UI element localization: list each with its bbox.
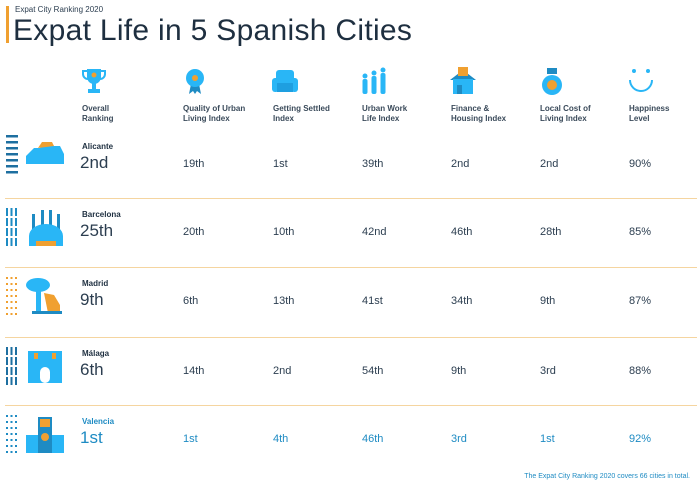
decorative-pattern <box>6 277 20 317</box>
column-header-line: Living Index <box>540 114 587 123</box>
column-header-line: Urban Work <box>362 104 408 113</box>
decorative-pattern <box>6 347 20 387</box>
index-value: 2nd <box>540 158 559 170</box>
index-value: 41st <box>362 295 383 307</box>
rosette-icon <box>180 66 210 96</box>
house-money-icon <box>448 66 478 96</box>
bear-strawberry-tree-icon <box>24 275 66 317</box>
index-value: 85% <box>629 226 652 238</box>
index-value: 87% <box>629 295 652 307</box>
column-header-line: Ranking <box>82 114 114 123</box>
index-value: 1st <box>273 158 288 170</box>
decorative-pattern <box>6 135 20 175</box>
row-divider <box>5 267 697 268</box>
overall-rank: 2nd <box>80 153 109 172</box>
index-value: 88% <box>629 365 652 377</box>
column-header-line: Overall <box>82 104 110 113</box>
index-value: 20th <box>183 226 205 238</box>
column-header: Quality of Urban Living Index <box>183 104 268 124</box>
subtitle: Expat City Ranking 2020 <box>15 5 104 14</box>
index-value: 3rd <box>540 365 556 377</box>
title-accent-bar <box>6 6 9 43</box>
column-header: Urban Work Life Index <box>362 104 447 124</box>
city-row: Valencia 1st 1st 4th 46th 3rd 1st 92% <box>0 407 700 475</box>
index-value: 42nd <box>362 226 387 238</box>
index-value: 28th <box>540 226 562 238</box>
city-name: Valencia <box>82 417 115 426</box>
index-value: 39th <box>362 158 384 170</box>
footer-note: The Expat City Ranking 2020 covers 66 ci… <box>524 473 690 480</box>
column-header-line: Happiness <box>629 104 670 113</box>
index-value: 92% <box>629 433 652 445</box>
trophy-icon <box>79 66 109 96</box>
city-name: Málaga <box>82 349 110 358</box>
column-header-line: Living Index <box>183 114 230 123</box>
decorative-pattern <box>6 208 20 248</box>
page-title: Expat Life in 5 Spanish Cities <box>13 14 413 47</box>
column-header: Overall Ranking <box>82 104 167 124</box>
column-header: Happiness Level <box>629 104 700 124</box>
column-header-line: Finance & <box>451 104 490 113</box>
index-value: 46th <box>451 226 473 238</box>
column-header-line: Quality of Urban <box>183 104 246 113</box>
column-header: Finance & Housing Index <box>451 104 536 124</box>
index-value: 46th <box>362 433 384 445</box>
city-name: Alicante <box>82 142 114 151</box>
index-value: 9th <box>451 365 467 377</box>
valencia-cathedral-icon <box>24 413 66 455</box>
column-header-line: Housing Index <box>451 114 507 123</box>
index-value: 2nd <box>451 158 470 170</box>
overall-rank: 6th <box>80 360 104 379</box>
malaga-alcazaba-icon <box>24 345 66 387</box>
index-value: 1st <box>183 433 198 445</box>
city-name: Barcelona <box>82 210 121 219</box>
city-row: Málaga 6th 14th 2nd 54th 9th 3rd 88% <box>0 339 700 407</box>
index-value: 10th <box>273 226 295 238</box>
column-header-line: Index <box>273 114 294 123</box>
column-header-line: Getting Settled <box>273 104 330 113</box>
overall-rank: 25th <box>80 221 114 240</box>
index-value: 19th <box>183 158 205 170</box>
column-header-line: Level <box>629 114 650 123</box>
row-divider <box>5 198 697 199</box>
city-row: Barcelona 25th 20th 10th 42nd 46th 28th 85% <box>0 200 700 268</box>
index-value: 13th <box>273 295 295 307</box>
overall-rank: 9th <box>80 290 104 309</box>
index-value: 2nd <box>273 365 292 377</box>
column-header-line: Local Cost of <box>540 104 591 113</box>
index-value: 90% <box>629 158 652 170</box>
index-value: 3rd <box>451 433 467 445</box>
city-name: Madrid <box>82 279 109 288</box>
column-header: Local Cost of Living Index <box>540 104 625 124</box>
overall-rank: 1st <box>80 428 103 447</box>
people-icon <box>359 66 389 96</box>
armchair-icon <box>270 66 300 96</box>
index-value: 1st <box>540 433 555 445</box>
city-row: Madrid 9th 6th 13th 41st 34th 9th 87% <box>0 269 700 337</box>
money-bag-icon <box>537 66 567 96</box>
index-value: 4th <box>273 433 289 445</box>
row-divider <box>5 405 697 406</box>
index-value: 34th <box>451 295 473 307</box>
sagrada-familia-icon <box>24 206 66 248</box>
index-value: 6th <box>183 295 199 307</box>
index-value: 54th <box>362 365 384 377</box>
column-header-line: Life Index <box>362 114 400 123</box>
smiley-icon <box>626 66 656 96</box>
alicante-castle-icon <box>24 132 66 174</box>
column-header: Getting Settled Index <box>273 104 358 124</box>
index-value: 9th <box>540 295 556 307</box>
row-divider <box>5 337 697 338</box>
city-row: Alicante 2nd 19th 1st 39th 2nd 2nd 90% <box>0 132 700 200</box>
decorative-pattern <box>6 415 20 455</box>
index-value: 14th <box>183 365 205 377</box>
